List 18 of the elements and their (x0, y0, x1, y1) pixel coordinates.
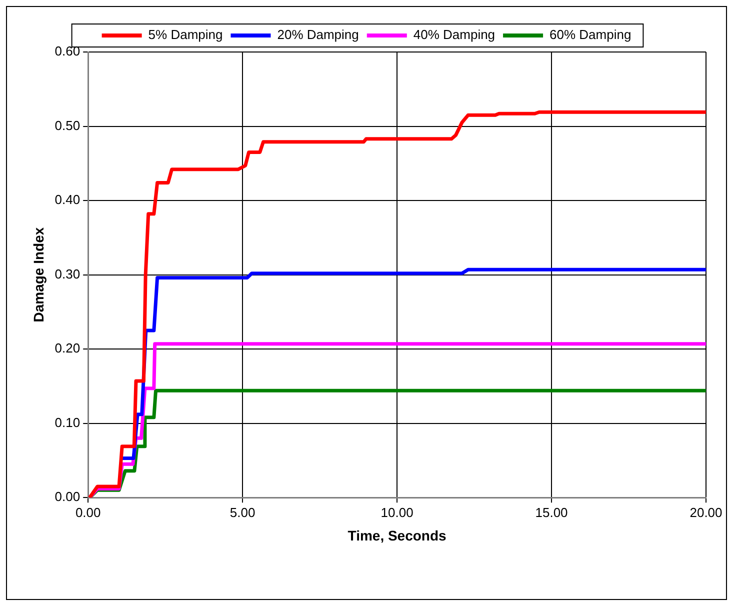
legend-label: 60% Damping (550, 27, 632, 42)
legend-label: 5% Damping (148, 27, 223, 42)
legend-label: 40% Damping (413, 27, 496, 42)
x-tick-label: 5.00 (230, 504, 256, 520)
y-tick-label: 0.10 (54, 414, 80, 430)
y-tick-label: 0.00 (54, 489, 80, 504)
y-tick-label: 0.40 (54, 192, 80, 208)
y-tick-label: 0.30 (54, 266, 80, 282)
x-tick-label: 10.00 (380, 504, 414, 520)
x-tick-label: 20.00 (690, 504, 722, 520)
y-tick-label: 0.50 (54, 118, 80, 133)
x-tick-label: 0.00 (75, 504, 101, 520)
y-tick-label: 0.60 (54, 44, 80, 59)
x-axis-title: Time, Seconds (348, 527, 447, 544)
x-tick-label: 15.00 (535, 504, 568, 520)
legend-label: 20% Damping (277, 27, 359, 42)
y-tick-label: 0.20 (54, 340, 80, 356)
y-axis-title: Damage Index (30, 227, 46, 322)
